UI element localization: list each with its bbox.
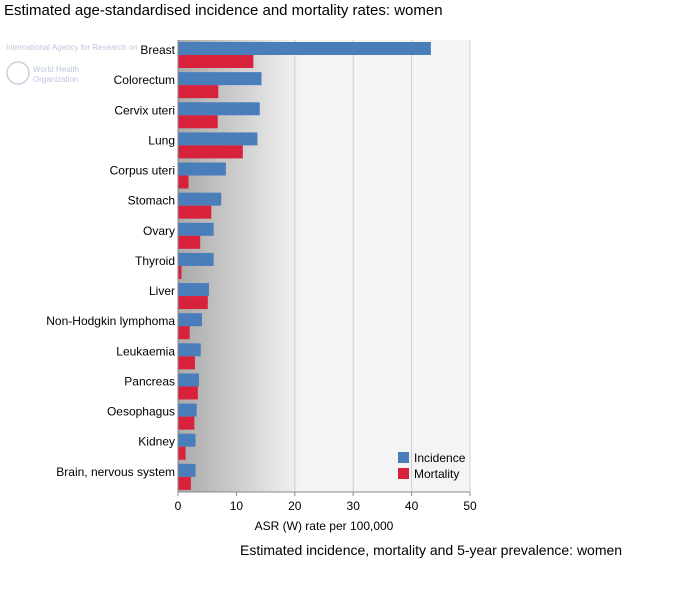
bar-mortality (178, 235, 201, 249)
category-label: Thyroid (135, 254, 175, 268)
category-label: Brain, nervous system (56, 465, 175, 479)
who-logo-icon (6, 61, 30, 85)
category-label: Non-Hodgkin lymphoma (46, 314, 175, 328)
bar-mortality (178, 175, 189, 189)
category-label: Leukaemia (116, 344, 175, 358)
chart-title: Estimated age-standardised incidence and… (4, 2, 443, 19)
bar-incidence (178, 463, 196, 477)
bar-mortality (178, 85, 219, 99)
x-tick-label: 40 (405, 499, 419, 513)
legend-label-mortality: Mortality (414, 467, 459, 481)
x-axis-title: ASR (W) rate per 100,000 (255, 519, 394, 533)
category-label: Colorectum (114, 73, 175, 87)
category-label: Stomach (128, 194, 175, 208)
category-label: Kidney (138, 435, 175, 449)
bar-mortality (178, 326, 190, 340)
bar-incidence (178, 283, 209, 297)
x-tick-label: 10 (230, 499, 244, 513)
bar-incidence (178, 162, 226, 176)
watermark-org-line2: World Health (33, 65, 79, 74)
category-label: Cervix uteri (114, 103, 175, 117)
category-label: Liver (149, 284, 175, 298)
bar-mortality (178, 296, 208, 310)
footer-title: Estimated incidence, mortality and 5-yea… (240, 542, 623, 558)
category-label: Breast (140, 43, 175, 57)
watermark-org-line3: Organization (33, 75, 78, 84)
category-label: Ovary (143, 224, 175, 238)
bar-mortality (178, 416, 195, 430)
plot-area (178, 40, 470, 492)
x-tick-label: 20 (288, 499, 302, 513)
bar-incidence (178, 433, 196, 447)
bar-mortality (178, 115, 218, 129)
bar-mortality (178, 476, 191, 490)
x-tick-label: 50 (463, 499, 477, 513)
bar-mortality (178, 356, 195, 370)
bar-incidence (178, 42, 431, 55)
legend-label-incidence: Incidence (414, 451, 466, 465)
legend: Incidence Mortality (398, 451, 466, 481)
bar-incidence (178, 252, 214, 266)
bar-incidence (178, 192, 222, 206)
bar-mortality (178, 446, 186, 460)
bar-incidence (178, 373, 200, 387)
legend-swatch-mortality (398, 468, 409, 479)
bar-incidence (178, 313, 202, 327)
bar-mortality (178, 386, 198, 400)
x-tick-label: 0 (175, 499, 182, 513)
bar-mortality (178, 145, 243, 159)
bar-incidence (178, 102, 260, 116)
bar-incidence (178, 403, 197, 417)
bar-incidence (178, 132, 258, 146)
x-tick-label: 30 (347, 499, 361, 513)
bar-mortality (178, 205, 212, 219)
bar-chart: International Agency for Research on Wor… (6, 40, 477, 533)
category-labels: Breast Colorectum Cervix uteri Lung Corpus u… (46, 43, 175, 479)
category-label: Corpus uteri (110, 164, 175, 178)
bars (178, 42, 431, 490)
watermark-org-line1: International Agency for Research on (6, 43, 138, 52)
bar-incidence (178, 343, 201, 357)
bar-mortality (178, 265, 182, 279)
gridlines (235, 40, 471, 492)
x-axis: 0 10 20 30 40 50 (175, 40, 477, 513)
bar-mortality (178, 55, 254, 68)
category-label: Pancreas (124, 374, 175, 388)
bar-incidence (178, 222, 214, 236)
who-watermark: International Agency for Research on Wor… (6, 43, 138, 85)
category-label: Oesophagus (107, 405, 175, 419)
category-label: Lung (148, 133, 175, 147)
legend-swatch-incidence (398, 452, 409, 463)
bar-incidence (178, 72, 262, 86)
